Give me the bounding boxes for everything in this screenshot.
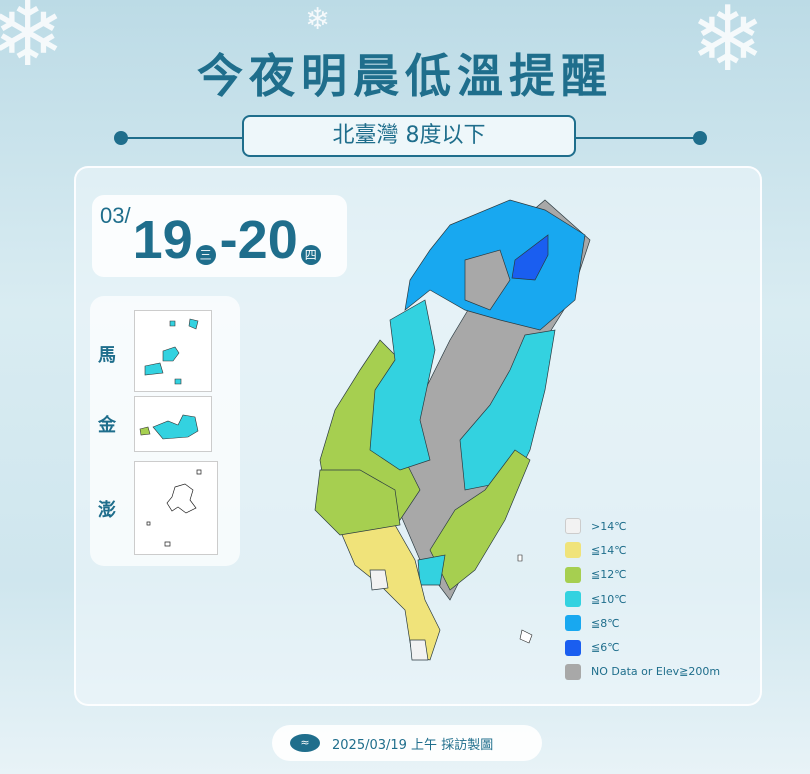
- legend-item: ≦10℃: [565, 587, 720, 611]
- snowflake-icon: ❄: [0, 0, 66, 87]
- subtitle: 北臺灣 8度以下: [242, 115, 576, 157]
- legend-label: ≦8℃: [591, 616, 620, 630]
- island-label-kinmen: 金: [98, 415, 116, 436]
- legend-item: >14℃: [565, 514, 720, 538]
- legend-item: ≦8℃: [565, 611, 720, 635]
- footer-credit: ≈ 2025/03/19 上午 採訪製圖: [272, 725, 542, 761]
- region-green-southwest: [314, 469, 401, 536]
- region-green-east: [429, 449, 531, 591]
- snowflake-icon: ❄: [690, 0, 766, 92]
- date-end-day: 20: [237, 210, 298, 270]
- island-label-penghu: 澎: [98, 500, 116, 521]
- kinmen-map: [134, 396, 212, 452]
- taiwan-map: [314, 199, 591, 661]
- footer-text: 2025/03/19 上午 採訪製圖: [332, 737, 494, 753]
- map-legend: >14℃ ≦14℃ ≦12℃ ≦10℃ ≦8℃ ≦6℃ NO Data or Elev≧20…: [565, 514, 720, 684]
- date-month: 03/: [100, 203, 131, 228]
- legend-swatch: [565, 542, 581, 559]
- legend-swatch: [565, 615, 581, 632]
- legend-label: ≦6℃: [591, 641, 620, 655]
- island-label-matsu: 馬: [98, 345, 116, 366]
- region-cyan-central-west: [369, 299, 436, 471]
- legend-label: >14℃: [591, 519, 627, 533]
- legend-label: ≦12℃: [591, 568, 627, 582]
- legend-item: ≦6℃: [565, 635, 720, 659]
- divider-dot: [693, 131, 707, 145]
- region-dark-blue: [511, 234, 549, 281]
- start-weekday: 三: [195, 245, 216, 265]
- legend-label: ≦10℃: [591, 592, 627, 606]
- legend-item: ≦12℃: [565, 563, 720, 587]
- penghu-map: [134, 461, 218, 555]
- legend-item: ≦14℃: [565, 538, 720, 562]
- legend-label: NO Data or Elev≧200m: [591, 665, 721, 679]
- outlying-islands-panel: 馬 金 澎: [90, 296, 240, 566]
- region-cyan-south: [417, 554, 446, 586]
- legend-swatch: [565, 639, 581, 656]
- divider-dot: [114, 131, 128, 145]
- date-separator: -: [219, 210, 238, 270]
- region-white-south: [369, 569, 429, 661]
- legend-label: ≦14℃: [591, 543, 627, 557]
- cwa-logo-icon: ≈: [290, 734, 320, 752]
- legend-swatch: [565, 566, 581, 583]
- region-gray-north-hills: [464, 249, 511, 311]
- legend-swatch: [565, 663, 581, 680]
- matsu-map: [134, 310, 212, 392]
- legend-item: NO Data or Elev≧200m: [565, 660, 720, 684]
- snowflake-icon: ❄: [305, 2, 331, 37]
- page-title: 今夜明晨低溫提醒: [197, 49, 613, 103]
- date-card: 03/ 19 三 - 20 四: [92, 195, 347, 277]
- legend-swatch: [565, 518, 581, 535]
- date-start-day: 19: [132, 210, 193, 270]
- end-weekday: 四: [300, 245, 321, 265]
- small-islands: [517, 554, 533, 644]
- legend-swatch: [565, 591, 581, 608]
